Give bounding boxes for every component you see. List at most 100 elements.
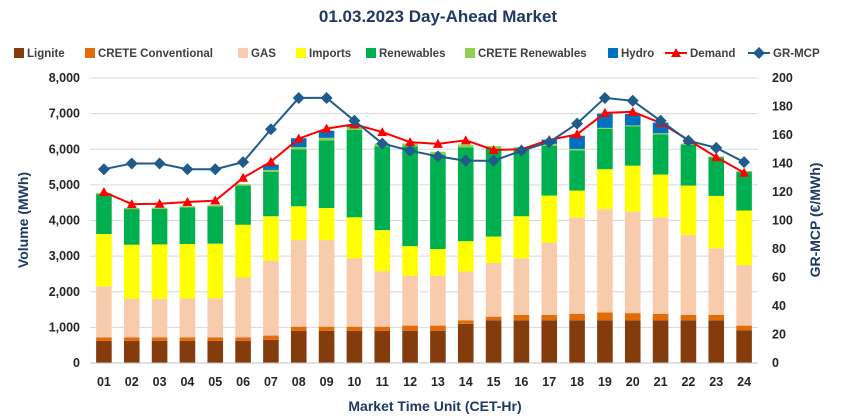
bar-imports [485, 236, 502, 263]
bar-crete-conventional [736, 325, 752, 331]
bar-crete-renewables [123, 208, 140, 210]
bar-crete-conventional [457, 320, 474, 324]
bar-imports [346, 217, 363, 259]
bar-imports [736, 210, 752, 266]
bar-renewables [513, 149, 530, 217]
bar-renewables [151, 208, 168, 245]
legend-swatch [608, 48, 618, 58]
bar-renewables [541, 145, 558, 196]
y2-axis-ticks: 0 20 40 60 80 100 120 140 160 180 200 [772, 71, 793, 370]
bar-lignite [597, 320, 613, 363]
marker-demand [599, 107, 610, 117]
marker-gr-mcp [487, 154, 500, 167]
x-tick-label: 17 [542, 375, 556, 389]
bar-renewables [318, 140, 335, 209]
x-tick-label: 16 [514, 375, 528, 389]
x-tick-label: 08 [292, 375, 306, 389]
bar-renewables [96, 194, 112, 235]
x-axis-label: Market Time Unit (CET-Hr) [348, 398, 521, 414]
chart-legend: Lignite CRETE Conventional GAS Imports Renew… [14, 47, 820, 60]
marker-gr-mcp [431, 150, 444, 163]
bar-gas [402, 275, 418, 326]
bar-lignite [485, 320, 502, 363]
marker-demand [460, 135, 471, 145]
marker-gr-mcp [97, 163, 110, 176]
bar-imports [457, 241, 474, 272]
marker-demand [377, 127, 388, 137]
marker-gr-mcp [237, 156, 250, 169]
marker-demand [238, 172, 249, 182]
bar-imports [569, 190, 585, 218]
bar-gas [179, 298, 196, 338]
bar-renewables [485, 148, 502, 237]
bar-crete-conventional [179, 337, 196, 341]
bar-renewables [123, 209, 140, 245]
bar-renewables [708, 157, 725, 196]
bar-imports [263, 216, 279, 261]
bar-lignite [123, 340, 140, 363]
legend-label: Demand [690, 48, 735, 60]
marker-demand [488, 144, 499, 154]
bar-renewables [652, 134, 669, 175]
marker-gr-mcp [181, 163, 194, 176]
y2-tick-label: 80 [772, 242, 786, 256]
bar-imports [402, 246, 418, 276]
bar-hydro [318, 130, 335, 138]
bar-hydro [652, 122, 669, 134]
bar-lignite [374, 330, 391, 363]
bar-lignite [235, 340, 251, 363]
line-demand [103, 110, 745, 206]
bar-gas [318, 240, 335, 327]
marker-demand [210, 195, 221, 205]
marker-gr-mcp [153, 157, 166, 170]
line-series [97, 91, 751, 209]
bar-crete-conventional [346, 326, 363, 331]
y-axis-ticks: 0 1,000 2,000 3,000 4,000 5,000 6,000 7,000 8,00… [49, 71, 80, 370]
bar-crete-renewables [318, 137, 335, 141]
marker-gr-mcp [710, 141, 723, 154]
bar-lignite [624, 320, 641, 363]
bar-imports [541, 195, 558, 243]
bar-gas [151, 298, 168, 338]
y-tick-label: 2,000 [49, 285, 80, 299]
bar-lignite [430, 330, 446, 363]
bar-crete-conventional [708, 314, 725, 321]
bar-crete-conventional [96, 337, 112, 341]
bar-renewables [179, 207, 196, 245]
bar-gas [680, 234, 697, 315]
y2-tick-label: 100 [772, 214, 793, 228]
bar-imports [290, 206, 307, 241]
bar-imports [96, 234, 112, 287]
bar-lignite [151, 340, 168, 363]
bar-crete-conventional [624, 313, 641, 321]
marker-gr-mcp [682, 134, 695, 147]
legend-label: CRETE Renewables [478, 48, 587, 60]
bar-lignite [457, 323, 474, 363]
bar-gas [207, 298, 224, 338]
y2-tick-label: 60 [772, 271, 786, 285]
y2-tick-label: 180 [772, 100, 793, 114]
bar-imports [708, 195, 725, 249]
marker-gr-mcp [543, 136, 556, 149]
x-tick-label: 01 [97, 375, 111, 389]
bar-crete-renewables [179, 206, 196, 208]
bar-gas [736, 265, 752, 326]
legend-swatch [238, 48, 248, 58]
y-tick-label: 0 [73, 356, 80, 370]
bar-gas [123, 298, 140, 338]
bar-imports [123, 244, 140, 299]
bar-crete-conventional [235, 337, 251, 341]
bar-lignite [541, 320, 558, 363]
marker-demand [182, 196, 193, 206]
bar-renewables [235, 185, 251, 225]
legend-marker [671, 48, 681, 57]
x-tick-label: 22 [681, 375, 695, 389]
bar-lignite [708, 320, 725, 363]
marker-gr-mcp [459, 154, 472, 167]
bar-imports [151, 244, 168, 299]
bar-imports [624, 165, 641, 212]
bar-gas [513, 258, 530, 315]
x-axis-ticks: 01 02 03 04 05 06 07 08 09 10 11 12 13 14 15 16 17 18 19 20… [97, 375, 751, 389]
marker-demand [405, 137, 416, 147]
marker-demand [739, 167, 750, 177]
